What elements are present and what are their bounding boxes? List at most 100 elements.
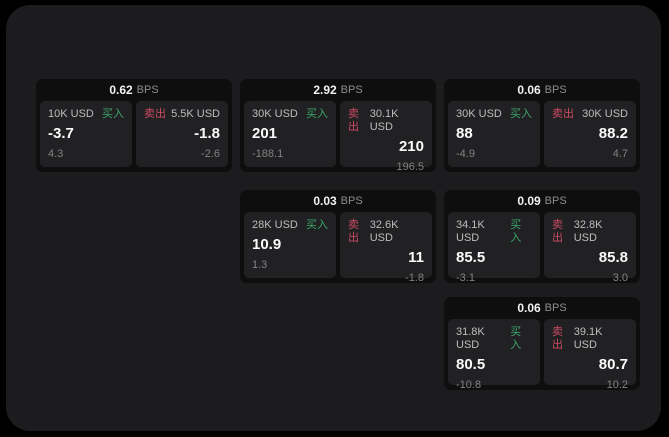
buy-panel[interactable]: 31.8K USD 买入 80.5 -10.8: [448, 319, 540, 391]
quote-card: 2.92 BPS 30K USD 买入 201 -188.1 卖出 30.1K …: [240, 79, 436, 173]
spread-value: 0.06: [517, 301, 541, 315]
buy-panel[interactable]: 34.1K USD 买入 85.5 -3.1: [448, 212, 540, 284]
buy-panel[interactable]: 28K USD 买入 10.9 1.3: [244, 212, 336, 278]
buy-amount: 31.8K USD: [456, 326, 485, 351]
sell-panel-top: 卖出 5.5K USD: [144, 108, 220, 121]
buy-panel[interactable]: 30K USD 买入 201 -188.1: [244, 101, 336, 167]
sell-label: 卖出: [552, 326, 563, 351]
buy-price: 85.5: [456, 249, 486, 266]
spread-header: 2.92 BPS: [240, 79, 436, 101]
spread-unit: BPS: [544, 84, 567, 96]
quote-panels: 31.8K USD 买入 80.5 -10.8 卖出 39.1K USD 80.…: [444, 319, 640, 391]
sell-panel-top: 卖出 32.8K USD: [552, 219, 628, 245]
sell-price: 210: [398, 138, 424, 155]
spread-value: 0.03: [313, 194, 337, 208]
buy-label: 买入: [306, 219, 328, 231]
quote-board-window: 0.62 BPS 10K USD 买入 -3.7 4.3 卖出 5.5K USD: [6, 5, 661, 431]
sell-panel-top: 卖出 39.1K USD: [552, 326, 628, 352]
spread-unit: BPS: [340, 84, 363, 96]
sell-price: 11: [408, 249, 424, 266]
sell-amount: 5.5K USD: [171, 108, 220, 120]
spread-value: 2.92: [313, 83, 337, 97]
quote-panels: 28K USD 买入 10.9 1.3 卖出 32.6K USD 11 -1.8: [240, 212, 436, 284]
buy-amount: 34.1K USD: [456, 219, 485, 244]
quote-panels: 10K USD 买入 -3.7 4.3 卖出 5.5K USD -1.8 -2.…: [36, 101, 232, 167]
sell-amount: 30K USD: [582, 108, 628, 120]
sell-amount: 39.1K USD: [573, 326, 603, 351]
quote-card: 0.03 BPS 28K USD 买入 10.9 1.3 卖出 32.6K US…: [240, 190, 436, 284]
buy-change: 4.3: [48, 148, 64, 160]
sell-panel[interactable]: 卖出 32.8K USD 85.8 3.0: [544, 212, 636, 284]
spread-unit: BPS: [340, 195, 363, 207]
sell-change: 196.5: [396, 161, 424, 173]
spread-header: 0.06 BPS: [444, 297, 640, 319]
sell-amount: 32.8K USD: [573, 219, 603, 244]
sell-label: 卖出: [144, 108, 166, 120]
buy-price: -3.7: [48, 125, 74, 142]
sell-change: 4.7: [612, 148, 628, 160]
buy-amount: 28K USD: [252, 219, 298, 231]
quote-card: 0.06 BPS 31.8K USD 买入 80.5 -10.8 卖出 39.1…: [444, 297, 640, 391]
buy-panel[interactable]: 30K USD 买入 88 -4.9: [448, 101, 540, 167]
buy-change: -3.1: [456, 272, 475, 284]
sell-panel[interactable]: 卖出 39.1K USD 80.7 10.2: [544, 319, 636, 391]
buy-change: -4.9: [456, 148, 475, 160]
buy-change: -188.1: [252, 148, 284, 160]
buy-price: 201: [252, 125, 278, 142]
spread-value: 0.09: [517, 194, 541, 208]
quote-panels: 34.1K USD 买入 85.5 -3.1 卖出 32.8K USD 85.8…: [444, 212, 640, 284]
sell-amount: 32.6K USD: [369, 219, 399, 244]
sell-price: 80.7: [598, 356, 628, 373]
buy-price: 10.9: [252, 236, 282, 253]
spread-unit: BPS: [544, 302, 567, 314]
sell-change: -2.6: [201, 148, 220, 160]
sell-panel-top: 卖出 30.1K USD: [348, 108, 424, 134]
spread-header: 0.62 BPS: [36, 79, 232, 101]
sell-change: 10.2: [606, 379, 628, 391]
buy-amount: 10K USD: [48, 108, 94, 120]
quote-card: 0.09 BPS 34.1K USD 买入 85.5 -3.1 卖出 32.8K…: [444, 190, 640, 284]
sell-label: 卖出: [348, 108, 359, 133]
quote-card: 0.62 BPS 10K USD 买入 -3.7 4.3 卖出 5.5K USD: [36, 79, 232, 172]
sell-panel[interactable]: 卖出 30K USD 88.2 4.7: [544, 101, 636, 167]
buy-label: 买入: [510, 108, 532, 120]
sell-panel[interactable]: 卖出 5.5K USD -1.8 -2.6: [136, 101, 228, 167]
buy-panel-top: 28K USD 买入: [252, 219, 328, 232]
buy-label: 买入: [306, 108, 328, 120]
sell-label: 卖出: [348, 219, 359, 244]
spread-value: 0.62: [109, 83, 133, 97]
spread-header: 0.06 BPS: [444, 79, 640, 101]
buy-panel[interactable]: 10K USD 买入 -3.7 4.3: [40, 101, 132, 167]
buy-price: 88: [456, 125, 473, 142]
sell-price: 85.8: [598, 249, 628, 266]
sell-panel[interactable]: 卖出 32.6K USD 11 -1.8: [340, 212, 432, 284]
sell-price: -1.8: [194, 125, 220, 142]
quote-panels: 30K USD 买入 201 -188.1 卖出 30.1K USD 210 1…: [240, 101, 436, 173]
spread-value: 0.06: [517, 83, 541, 97]
sell-panel-top: 卖出 32.6K USD: [348, 219, 424, 245]
buy-amount: 30K USD: [456, 108, 502, 120]
sell-change: -1.8: [405, 272, 424, 284]
buy-panel-top: 10K USD 买入: [48, 108, 124, 121]
sell-amount: 30.1K USD: [369, 108, 399, 133]
buy-panel-top: 31.8K USD 买入: [456, 326, 532, 352]
sell-change: 3.0: [612, 272, 628, 284]
sell-panel-top: 卖出 30K USD: [552, 108, 628, 121]
buy-label: 买入: [510, 326, 522, 351]
spread-header: 0.09 BPS: [444, 190, 640, 212]
sell-panel[interactable]: 卖出 30.1K USD 210 196.5: [340, 101, 432, 173]
spread-header: 0.03 BPS: [240, 190, 436, 212]
buy-amount: 30K USD: [252, 108, 298, 120]
buy-change: -10.8: [456, 379, 482, 391]
buy-label: 买入: [510, 219, 522, 244]
buy-panel-top: 30K USD 买入: [252, 108, 328, 121]
buy-panel-top: 30K USD 买入: [456, 108, 532, 121]
quote-card: 0.06 BPS 30K USD 买入 88 -4.9 卖出 30K USD: [444, 79, 640, 172]
spread-unit: BPS: [136, 84, 159, 96]
sell-label: 卖出: [552, 219, 563, 244]
sell-label: 卖出: [552, 108, 574, 120]
buy-panel-top: 34.1K USD 买入: [456, 219, 532, 245]
buy-price: 80.5: [456, 356, 486, 373]
buy-change: 1.3: [252, 259, 268, 271]
